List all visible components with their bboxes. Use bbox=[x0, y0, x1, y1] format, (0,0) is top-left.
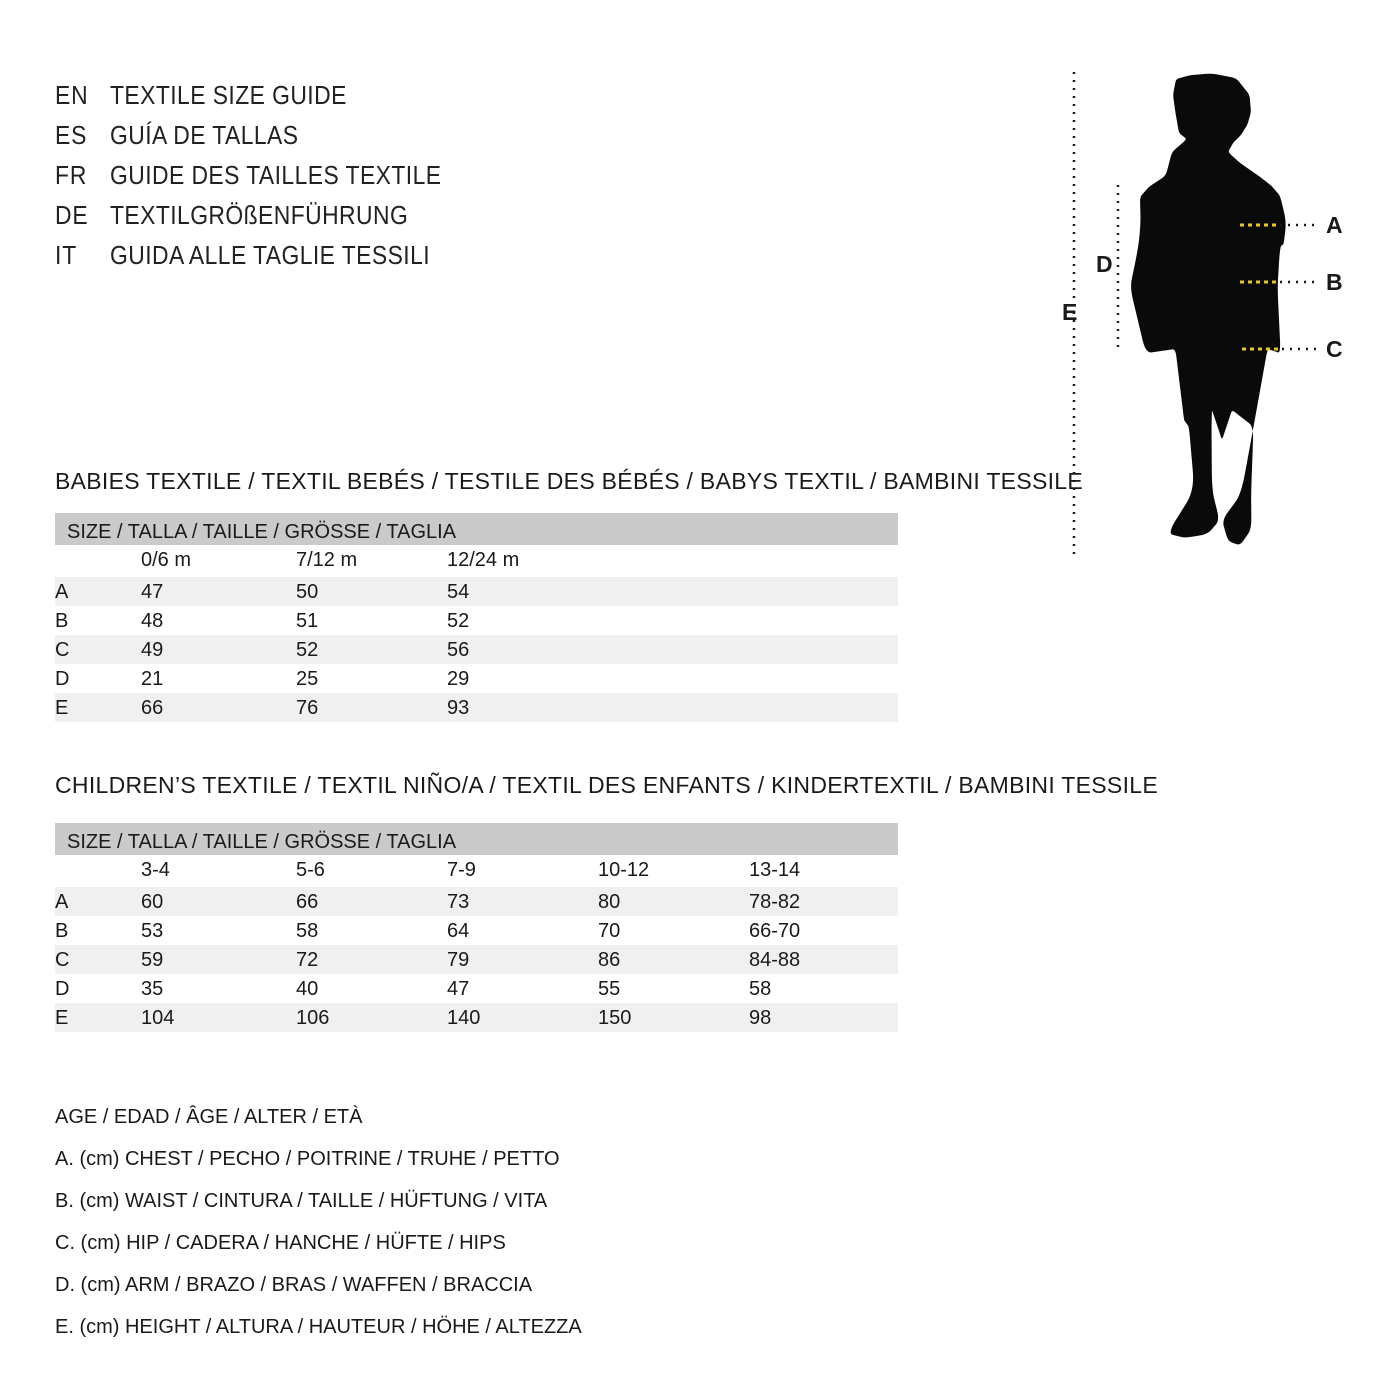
svg-text:C: C bbox=[1326, 336, 1343, 362]
svg-text:E: E bbox=[1062, 299, 1077, 325]
svg-text:B: B bbox=[1326, 269, 1343, 295]
svg-text:D: D bbox=[1096, 251, 1113, 277]
svg-text:A: A bbox=[1326, 212, 1343, 238]
